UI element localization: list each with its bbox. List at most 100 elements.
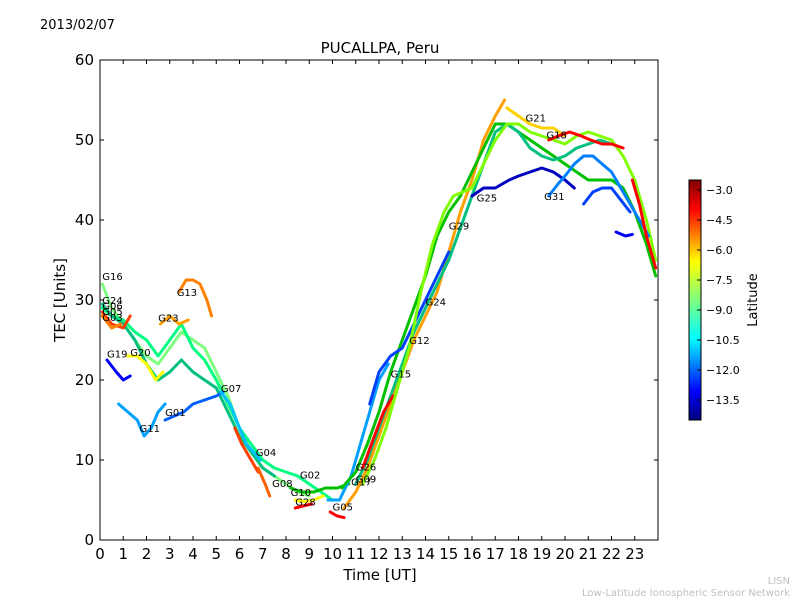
series-line-9 <box>177 278 214 318</box>
colorbar-label: Latitude <box>746 273 761 327</box>
series-line-16 <box>293 502 314 510</box>
series-line-27 <box>547 130 625 150</box>
satellite-label: G21 <box>526 114 546 125</box>
series-line-18 <box>326 362 390 502</box>
colorbar-tick-label: −6.0 <box>706 244 733 257</box>
satellite-label: G16 <box>102 272 122 283</box>
series-line-4 <box>100 314 123 330</box>
y-tick-label: 20 <box>75 371 94 389</box>
series-line-11 <box>219 390 262 462</box>
series-line-28 <box>547 154 651 238</box>
series-line-31 <box>630 178 658 270</box>
x-tick-label: 13 <box>393 545 412 563</box>
satellite-label: G08 <box>272 479 292 490</box>
y-tick-label: 60 <box>75 51 94 69</box>
x-tick-label: 15 <box>439 545 458 563</box>
x-tick-label: 19 <box>532 545 551 563</box>
y-tick-label: 40 <box>75 211 94 229</box>
x-tick-label: 3 <box>165 545 175 563</box>
y-axis-label: TEC [Units] <box>51 258 69 343</box>
colorbar-tick-label: −7.5 <box>706 274 733 287</box>
satellite-label: G24 <box>102 296 122 307</box>
satellite-label: G26 <box>356 462 376 473</box>
satellite-label: G06 <box>102 302 122 313</box>
x-tick-label: 1 <box>118 545 128 563</box>
colorbar-tick-label: −12.0 <box>706 364 740 377</box>
satellite-label: G15 <box>391 370 411 381</box>
satellite-label: G23 <box>158 314 178 325</box>
series-line-17 <box>328 510 346 520</box>
x-tick-label: 22 <box>602 545 621 563</box>
footer-network-abbrev: LISN <box>767 576 790 587</box>
colorbar-ticks: −3.0 −4.5 −6.0 −7.5 −9.0 −10.5 −12.0 −13.5 <box>697 184 740 407</box>
series-line-30 <box>614 230 634 238</box>
colorbar-tick-label: −13.5 <box>706 394 740 407</box>
colorbar <box>688 179 702 421</box>
series-line-0 <box>100 282 311 498</box>
x-tick-label: 0 <box>95 545 105 563</box>
satellite-label: G31 <box>544 192 564 203</box>
satellite-label: G03 <box>102 313 122 324</box>
satellite-label: G20 <box>130 348 150 359</box>
colorbar-tick-label: −3.0 <box>706 184 733 197</box>
x-tick-label: 21 <box>579 545 598 563</box>
date-label: 2013/02/07 <box>40 18 115 33</box>
series-line-29 <box>582 186 632 214</box>
x-tick-label: 5 <box>211 545 221 563</box>
satellite-label: G19 <box>107 350 127 361</box>
series-line-21 <box>368 250 451 406</box>
x-tick-label: 17 <box>486 545 505 563</box>
satellite-label: G05 <box>333 502 353 513</box>
axis-ticks: 0 1 2 3 4 5 6 7 8 9 10 11 12 13 14 15 16 17 18 19 20 21 22 2301… <box>75 51 658 563</box>
x-tick-label: 8 <box>281 545 291 563</box>
satellite-label: G24 <box>426 298 446 309</box>
satellite-label: G17 <box>351 478 371 489</box>
satellite-label: G04 <box>256 448 276 459</box>
x-tick-label: 12 <box>369 545 388 563</box>
series-line-1 <box>100 306 334 502</box>
satellite-label: G12 <box>409 336 429 347</box>
y-tick-label: 0 <box>84 531 94 549</box>
x-tick-label: 4 <box>188 545 198 563</box>
x-tick-label: 6 <box>235 545 245 563</box>
x-tick-label: 2 <box>142 545 152 563</box>
series-line-10 <box>163 390 225 422</box>
x-tick-label: 16 <box>462 545 481 563</box>
satellite-label: G29 <box>449 222 469 233</box>
satellite-label: G09 <box>356 474 376 485</box>
series-line-22 <box>354 122 613 486</box>
series-line-7 <box>117 402 167 438</box>
series-line-20 <box>340 122 658 490</box>
satellite-label: G11 <box>140 424 160 435</box>
x-axis-label: Time [UT] <box>342 566 416 584</box>
series-line-13 <box>256 466 272 498</box>
series-line-25 <box>470 166 576 198</box>
satellite-label: G02 <box>300 470 320 481</box>
y-tick-label: 50 <box>75 131 94 149</box>
y-tick-label: 30 <box>75 291 94 309</box>
satellite-label: G05 <box>102 307 122 318</box>
colorbar-tick-label: −4.5 <box>706 214 733 227</box>
x-tick-label: 23 <box>625 545 644 563</box>
series-line-5 <box>105 358 132 382</box>
plot-frame <box>99 59 659 541</box>
series-line-23 <box>361 394 395 470</box>
x-tick-label: 20 <box>555 545 574 563</box>
series-layer <box>100 98 658 520</box>
x-tick-label: 7 <box>258 545 268 563</box>
series-line-12 <box>233 426 260 474</box>
series-line-6 <box>126 354 165 382</box>
footer-network-name: Low-Latitude Ionospheric Sensor Network <box>582 588 790 599</box>
series-line-2 <box>100 302 276 478</box>
satellite-label: G28 <box>295 498 315 509</box>
satellite-label: G18 <box>546 130 566 141</box>
x-tick-label: 9 <box>304 545 314 563</box>
y-tick-label: 10 <box>75 451 94 469</box>
satellite-label: G07 <box>221 384 241 395</box>
satellite-label: G13 <box>177 288 197 299</box>
colorbar-tick-label: −10.5 <box>706 334 740 347</box>
satellite-label: G25 <box>477 194 497 205</box>
colorbar-tick-label: −9.0 <box>706 304 733 317</box>
series-line-8 <box>158 314 190 326</box>
